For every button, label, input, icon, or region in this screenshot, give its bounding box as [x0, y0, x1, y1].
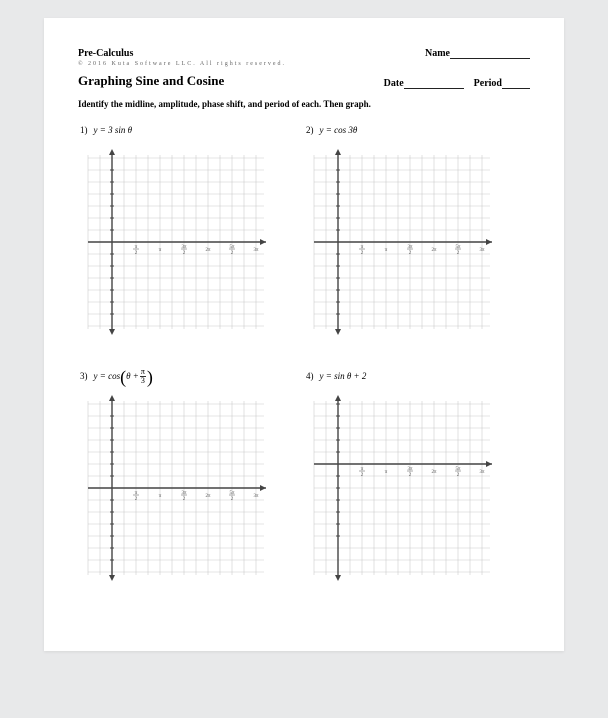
svg-text:2: 2 [361, 473, 364, 478]
svg-text:3π: 3π [479, 248, 485, 253]
course-name: Pre-Calculus [78, 48, 133, 59]
svg-text:2: 2 [361, 251, 364, 256]
problem-label: 2) y = cos 3θ [304, 119, 530, 141]
svg-text:2: 2 [231, 497, 234, 502]
equation-text: y = cos 3θ [320, 125, 358, 135]
coordinate-grid: π2π3π22π5π23π [304, 147, 494, 337]
svg-text:2: 2 [457, 251, 460, 256]
problem-4: 4)y = sin θ + 2π2π3π22π5π23π [304, 365, 530, 583]
period-label: Period [474, 78, 502, 89]
svg-text:2π: 2π [431, 470, 437, 475]
svg-text:2: 2 [135, 251, 138, 256]
problem-number: 3) [80, 371, 88, 381]
equation-text: y = 3 sin θ [94, 125, 133, 135]
coordinate-grid: π2π3π22π5π23π [78, 147, 268, 337]
problem-3: 3)y = cos(θ + π3)π2π3π22π5π23π [78, 365, 304, 583]
coordinate-grid: π2π3π22π5π23π [78, 393, 268, 583]
worksheet-title: Graphing Sine and Cosine [78, 73, 224, 89]
problem-1: 1)y = 3 sin θπ2π3π22π5π23π [78, 119, 304, 337]
fraction: π3 [140, 368, 146, 385]
svg-text:2π: 2π [205, 494, 211, 499]
worksheet-page: Pre-Calculus Name © 2016 Kuta Software L… [44, 18, 564, 651]
svg-text:2: 2 [183, 497, 186, 502]
svg-text:2: 2 [135, 497, 138, 502]
svg-text:2π: 2π [431, 248, 437, 253]
header-row-1: Pre-Calculus Name [78, 48, 530, 59]
problem-label: 1) y = 3 sin θ [78, 119, 304, 141]
name-field: Name [425, 48, 530, 59]
equation-text: y = cos [94, 371, 121, 381]
name-underline [450, 49, 530, 59]
problems-container: 1)y = 3 sin θπ2π3π22π5π23π2)y = cos 3θπ2… [78, 119, 530, 611]
date-underline [404, 79, 464, 89]
svg-text:3π: 3π [253, 248, 259, 253]
svg-text:2: 2 [231, 251, 234, 256]
instruction-text: Identify the midline, amplitude, phase s… [78, 99, 530, 109]
date-label: Date [384, 78, 404, 89]
svg-text:2: 2 [457, 473, 460, 478]
svg-text:π: π [159, 494, 162, 499]
svg-text:2: 2 [183, 251, 186, 256]
equation-text: y = sin θ + 2 [320, 371, 367, 381]
title-row: Graphing Sine and Cosine Date Period [78, 73, 530, 89]
name-label: Name [425, 48, 450, 59]
svg-text:2: 2 [409, 473, 412, 478]
svg-text:3π: 3π [479, 470, 485, 475]
problem-2: 2)y = cos 3θπ2π3π22π5π23π [304, 119, 530, 337]
problem-number: 2) [306, 125, 314, 135]
copyright-line: © 2016 Kuta Software LLC. All rights res… [78, 61, 530, 67]
svg-text:π: π [159, 248, 162, 253]
problem-label: 4) y = sin θ + 2 [304, 365, 530, 387]
theta: θ + [126, 371, 139, 381]
svg-text:3π: 3π [253, 494, 259, 499]
problem-number: 1) [80, 125, 88, 135]
svg-text:π: π [385, 470, 388, 475]
svg-text:2π: 2π [205, 248, 211, 253]
problem-number: 4) [306, 371, 314, 381]
problem-label: 3)y = cos(θ + π3) [78, 365, 304, 387]
coordinate-grid: π2π3π22π5π23π [304, 393, 494, 583]
svg-text:2: 2 [409, 251, 412, 256]
svg-text:π: π [385, 248, 388, 253]
period-underline [502, 79, 530, 89]
date-period-fields: Date Period [384, 78, 530, 89]
